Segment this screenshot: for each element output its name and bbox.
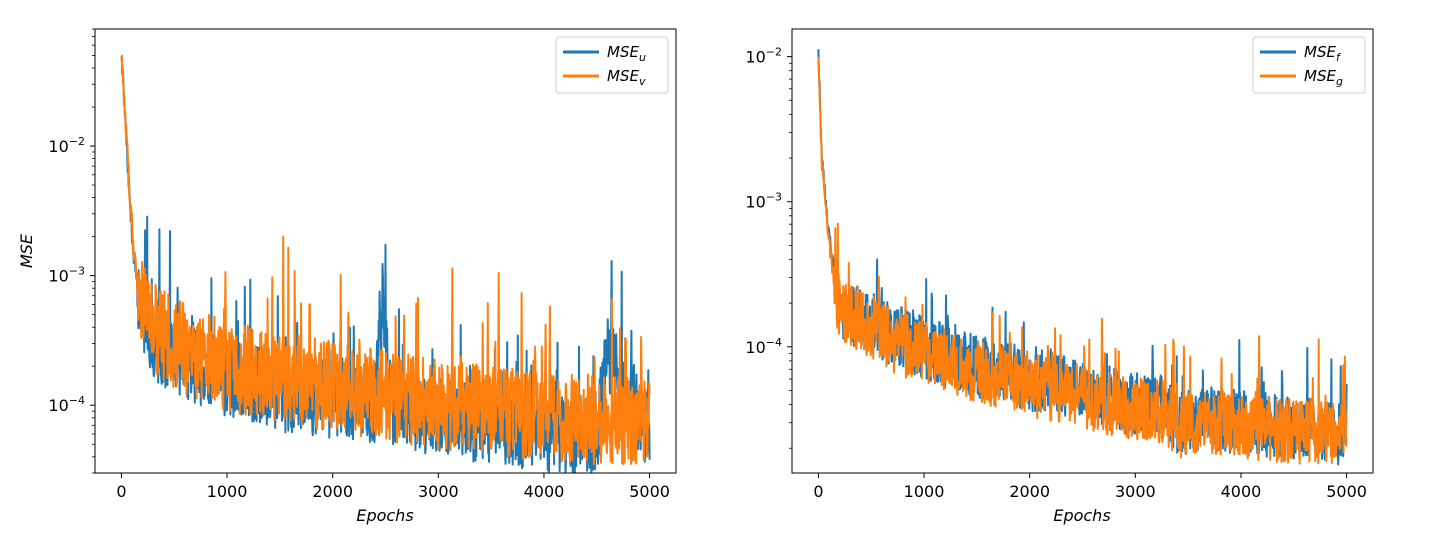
chart-left-x-tick-label: 5000 [629,482,670,501]
chart-right-series [817,49,1348,466]
chart-right-series-g-line [817,56,1348,465]
chart-right-x-tick-label: 0 [813,482,823,501]
chart-right-x-axis: 0 1000 2000 3000 4000 5000 [813,473,1367,501]
chart-left-x-tick-label: 3000 [418,482,459,501]
chart-left-y-tick-label: 10−2 [48,135,85,156]
chart-right-legend-label-f: MSEf [1304,43,1342,64]
chart-right-x-tick-label: 3000 [1115,482,1156,501]
chart-left-legend-label-u: MSEu [607,43,646,64]
chart-left-x-axis: 0 1000 2000 3000 4000 5000 [116,473,670,501]
chart-left-x-tick-label: 4000 [524,482,565,501]
chart-left-x-axis-label: Epochs [356,506,413,525]
chart-left-y-axis: 10−4 10−3 10−2 [48,28,95,474]
chart-left-y-axis-label: MSE [17,233,36,268]
chart-left: 0 1000 2000 3000 4000 5000 10−4 10−3 10−2 Epoch… [17,28,677,525]
chart-left-y-tick-label: 10−3 [48,265,85,286]
chart-right-x-tick-label: 1000 [904,482,945,501]
chart-right-legend: MSEf MSEg [1252,36,1366,94]
chart-left-series-v-line [120,55,651,466]
chart-right-x-tick-label: 5000 [1326,482,1367,501]
chart-left-x-tick-label: 1000 [207,482,248,501]
chart-right-axes-frame [791,28,1374,474]
chart-left-y-tick-label: 10−4 [48,394,85,415]
chart-right-y-tick-label: 10−4 [745,336,782,357]
chart-right: 0 1000 2000 3000 4000 5000 10−4 10−3 10−2 Epoch… [745,28,1374,525]
chart-right-y-tick-label: 10−3 [745,191,782,212]
chart-right-x-tick-label: 4000 [1221,482,1262,501]
chart-left-x-tick-label: 2000 [312,482,353,501]
chart-left-legend-label-v: MSEv [607,67,646,88]
chart-right-x-tick-label: 2000 [1009,482,1050,501]
chart-right-legend-label-g: MSEg [1304,67,1343,88]
chart-right-y-axis: 10−4 10−3 10−2 [745,46,792,449]
chart-left-series [120,54,651,473]
chart-right-x-axis-label: Epochs [1053,506,1110,525]
chart-right-y-tick-label: 10−2 [745,46,782,67]
chart-left-x-tick-label: 0 [116,482,126,501]
chart-left-axes-frame [94,28,677,474]
chart-left-legend: MSEu MSEv [555,36,669,94]
